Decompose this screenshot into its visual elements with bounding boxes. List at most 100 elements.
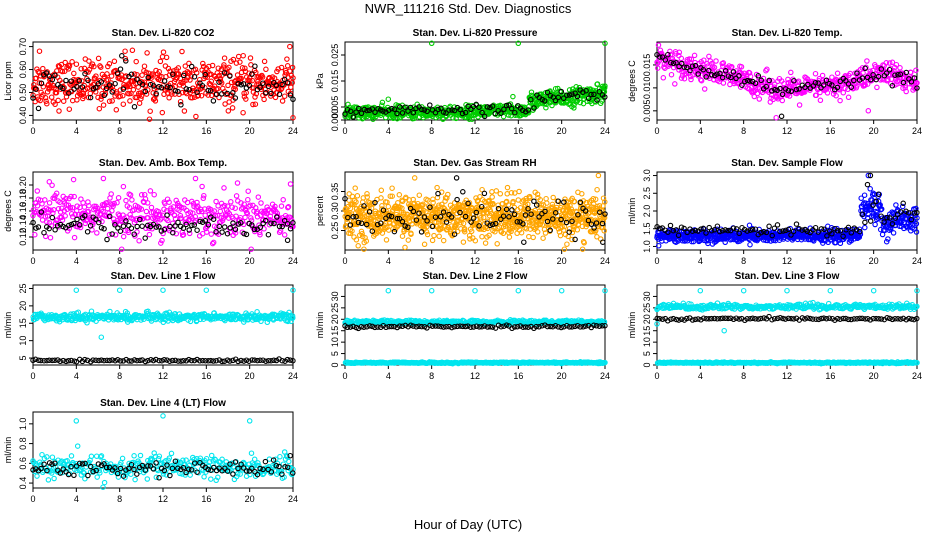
data-point-all: [49, 182, 55, 189]
data-point-hourly: [525, 205, 531, 212]
data-point-hourly: [435, 106, 441, 113]
data-point-all: [489, 189, 495, 195]
data-point-all: [217, 208, 224, 215]
data-point-hourly: [386, 213, 392, 219]
data-point-hourly: [161, 226, 168, 233]
data-point-all: [40, 92, 46, 98]
data-point-hourly: [432, 214, 439, 220]
data-point-hourly: [476, 104, 482, 110]
y-tick-label: 0.70: [18, 38, 28, 56]
data-point-all: [279, 98, 286, 104]
data-point-all: [74, 203, 80, 209]
y-tick-label: 0.025: [330, 44, 340, 67]
data-point-all: [178, 204, 185, 211]
data-point-all: [91, 63, 97, 70]
data-point-all: [62, 213, 68, 219]
data-point-all: [872, 221, 878, 228]
data-point-hourly: [766, 77, 772, 84]
data-point-all: [655, 65, 661, 71]
data-point-all: [594, 186, 600, 193]
data-point-hourly: [722, 68, 729, 74]
data-point-hourly: [826, 80, 833, 87]
data-point-all: [225, 82, 231, 89]
data-point-all: [913, 67, 919, 74]
data-point-all: [106, 98, 113, 105]
y-tick-label: 10: [18, 336, 28, 346]
data-point-all: [534, 191, 541, 198]
data-point-hourly: [914, 85, 920, 91]
data-point-hourly: [558, 216, 564, 223]
data-point-hourly: [144, 222, 151, 229]
data-point-all: [655, 42, 662, 48]
data-point-hourly: [867, 218, 874, 224]
outlier-point-all: [434, 184, 440, 191]
data-point-hourly: [167, 223, 173, 230]
data-point-hourly: [591, 225, 597, 231]
data-point-all: [68, 211, 75, 217]
data-point-all: [59, 217, 66, 223]
y-tick-label: 3.0: [642, 169, 652, 182]
data-point-all: [689, 238, 695, 245]
data-point-hourly: [175, 88, 181, 95]
data-point-all: [68, 193, 74, 200]
data-point-hourly: [46, 225, 52, 232]
data-point-hourly: [205, 87, 211, 94]
data-point-hourly: [564, 92, 570, 98]
data-point-all: [461, 226, 468, 232]
outlier-point-all: [385, 96, 392, 102]
data-point-hourly: [191, 74, 198, 80]
data-point-hourly: [199, 82, 206, 89]
data-point-hourly: [665, 51, 671, 58]
data-point-all: [424, 223, 430, 230]
data-point-all: [528, 89, 535, 95]
data-point-hourly: [684, 64, 690, 71]
outlier-point-all: [192, 175, 199, 182]
data-point-hourly: [60, 85, 66, 92]
data-point-all: [233, 193, 240, 199]
data-point-all: [416, 192, 423, 198]
data-point-all: [527, 195, 533, 201]
y-tick-label: 20: [18, 301, 28, 311]
data-point-all: [186, 230, 193, 237]
data-point-all: [602, 199, 608, 205]
data-point-hourly: [265, 83, 272, 90]
data-point-all: [549, 201, 556, 208]
data-point-hourly: [421, 214, 428, 220]
data-point-hourly: [123, 58, 129, 64]
data-point-all: [60, 98, 67, 104]
data-point-all: [290, 75, 296, 81]
data-point-hourly: [706, 67, 712, 74]
data-point-all: [530, 234, 536, 241]
data-point-all: [108, 191, 114, 197]
data-point-hourly: [413, 217, 420, 223]
data-point-hourly: [126, 222, 132, 229]
data-point-all: [127, 211, 133, 218]
data-point-all: [162, 225, 169, 232]
y-tick-label: 0.010: [642, 77, 652, 100]
data-point-all: [247, 55, 254, 61]
data-point-all: [365, 223, 371, 229]
data-point-all: [579, 246, 586, 252]
data-point-all: [415, 200, 421, 207]
data-point-all: [399, 233, 406, 239]
data-point-hourly: [739, 82, 745, 88]
data-point-all: [169, 85, 176, 91]
data-point-hourly: [227, 225, 234, 231]
data-point-all: [43, 98, 49, 104]
data-point-hourly: [263, 89, 269, 96]
data-point-all: [747, 241, 753, 248]
data-point-hourly: [350, 114, 357, 120]
data-point-all: [221, 55, 228, 61]
data-point-all: [569, 229, 576, 236]
data-point-hourly: [342, 111, 348, 117]
data-point-all: [148, 204, 155, 211]
outlier-point-hourly: [778, 113, 785, 120]
data-point-hourly: [536, 214, 542, 220]
data-point-hourly: [353, 109, 359, 115]
data-point-hourly: [508, 105, 515, 112]
data-point-hourly: [117, 228, 124, 234]
x-tick-label: 4: [74, 256, 79, 266]
data-point-all: [86, 202, 92, 209]
data-point-all: [61, 208, 68, 214]
